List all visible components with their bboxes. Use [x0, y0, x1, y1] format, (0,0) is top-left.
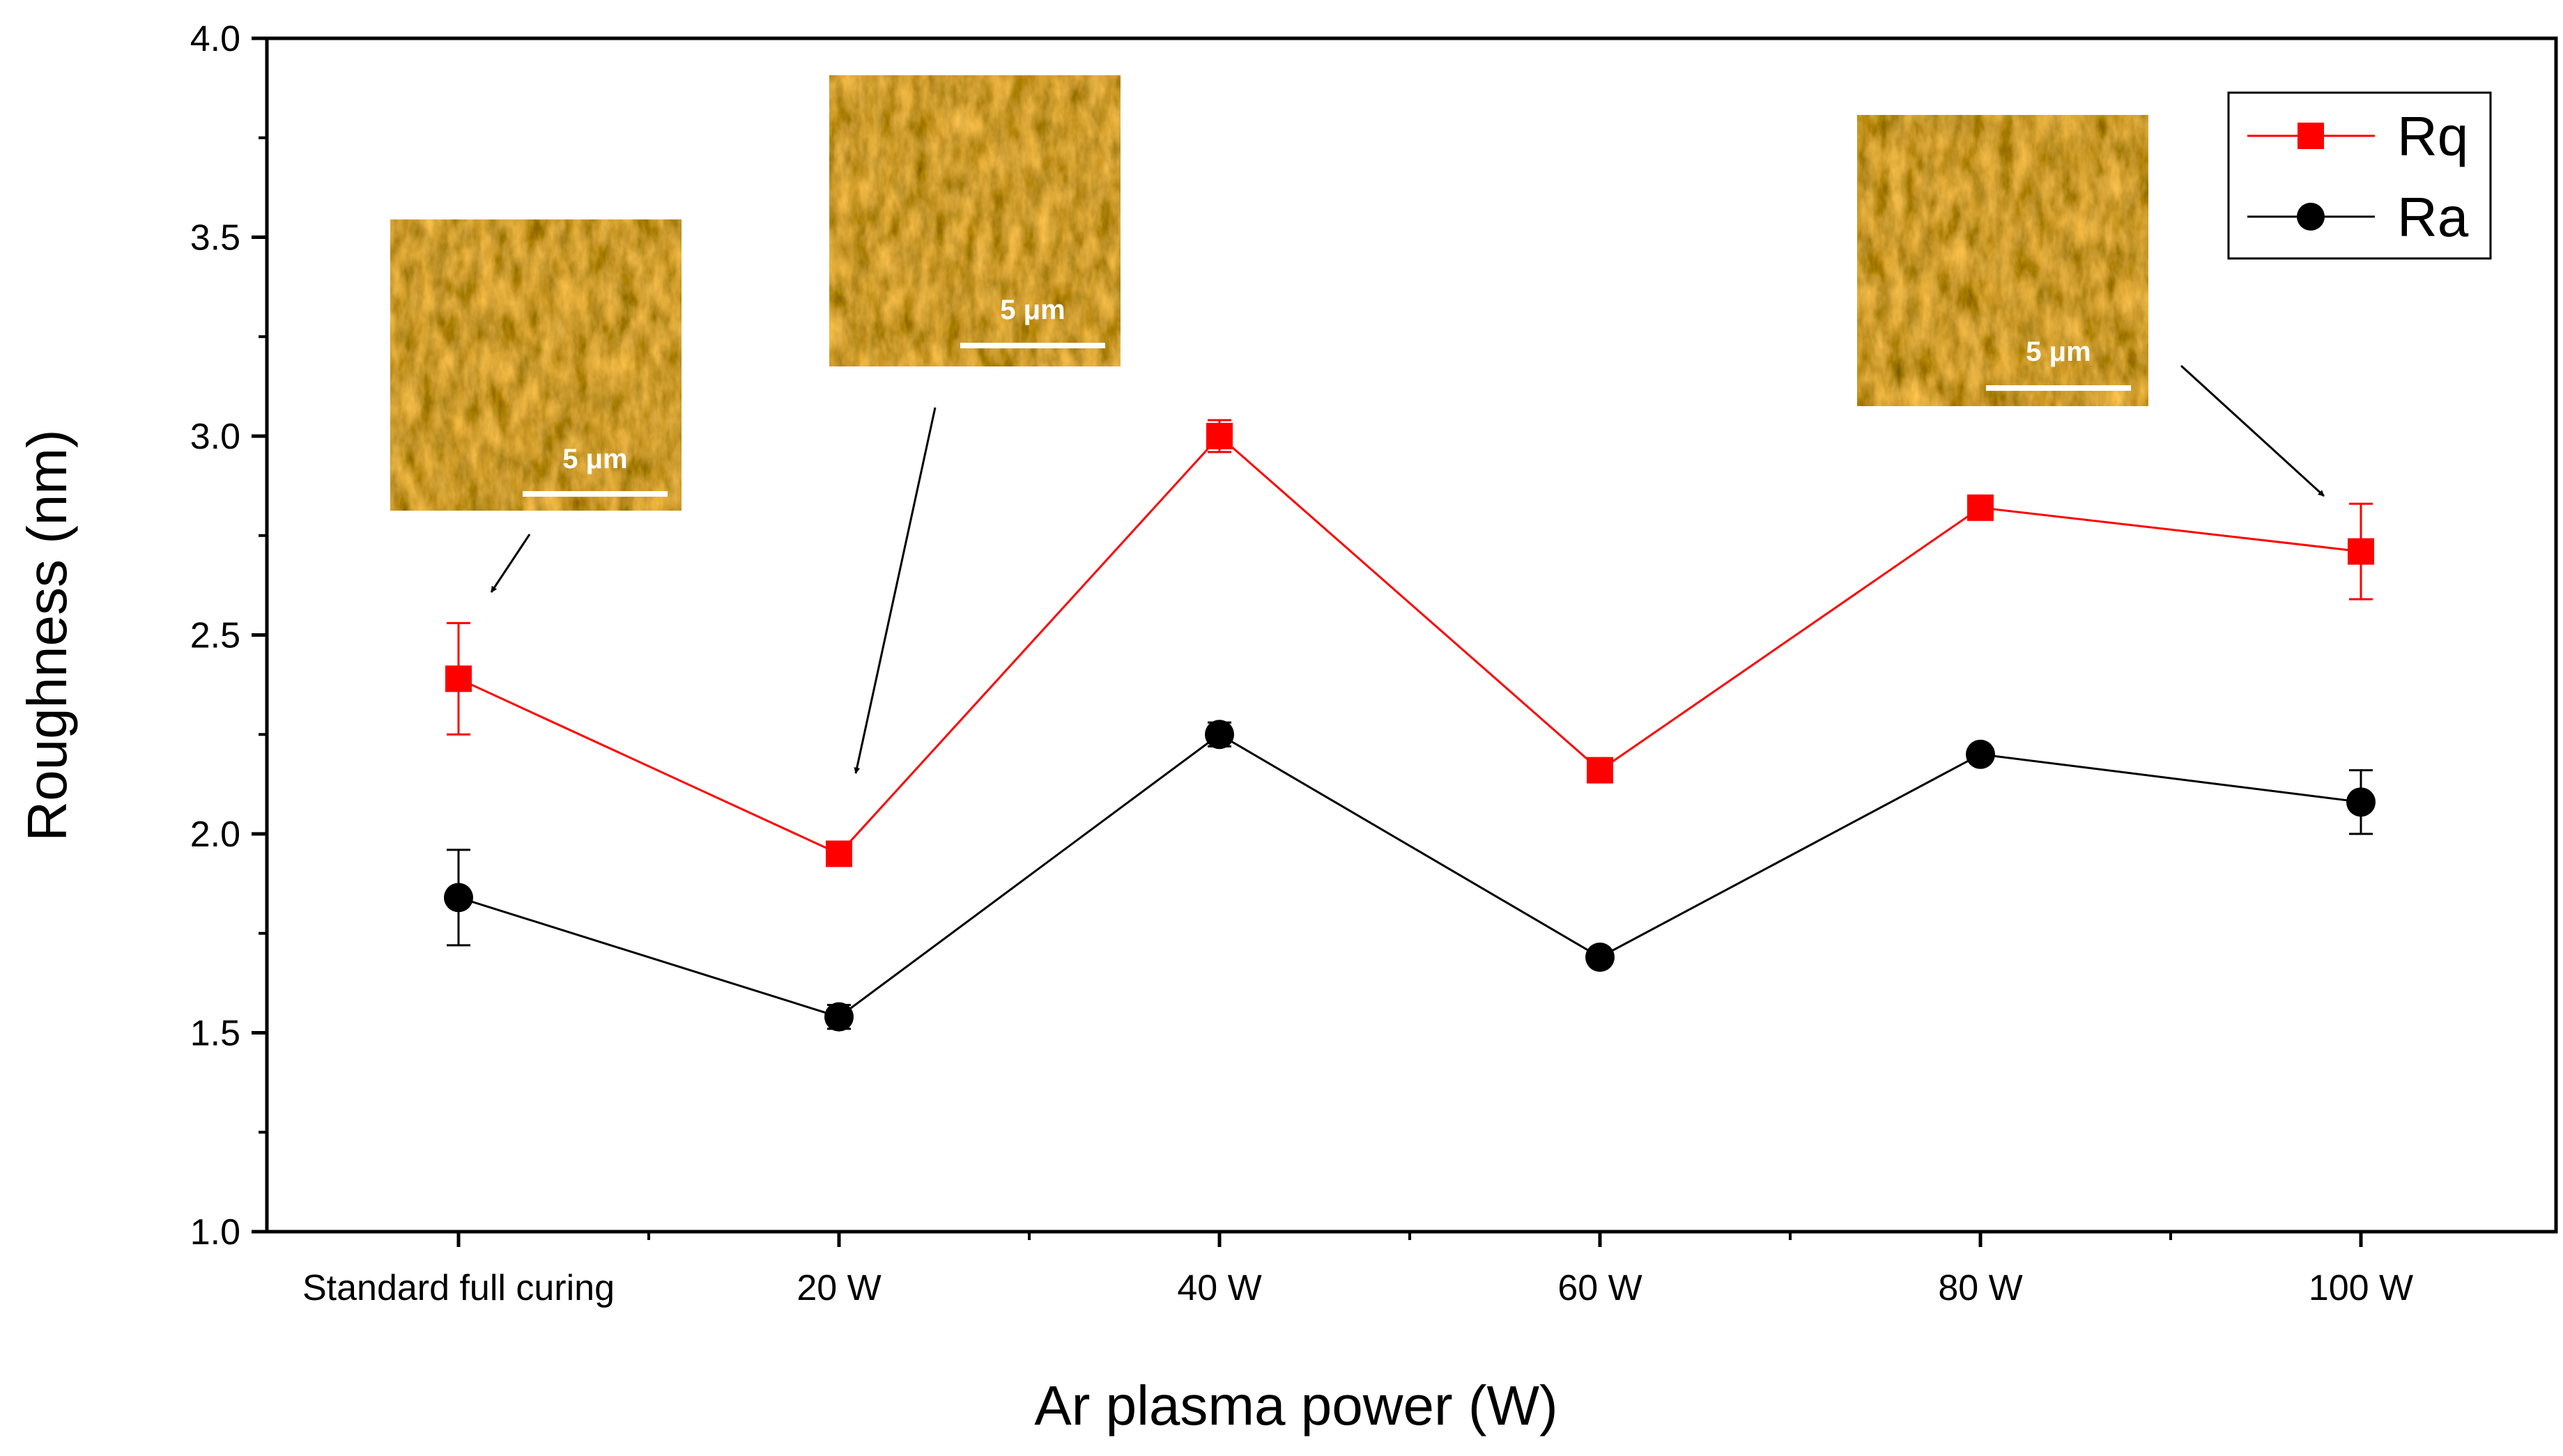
x-tick-label-5: 100 W	[2309, 1268, 2413, 1308]
x-axis-title: Ar plasma power (W)	[1034, 1374, 1557, 1436]
inset-arrow-3	[2180, 364, 2325, 497]
data-point-ra-4	[1966, 739, 1995, 769]
data-point-rq-0	[445, 665, 472, 692]
y-tick-label-3: 2.5	[190, 616, 240, 656]
x-tick-label-4: 80 W	[1938, 1268, 2022, 1308]
x-tick-label-2: 40 W	[1177, 1268, 1261, 1308]
legend-rq-marker	[2298, 123, 2324, 149]
legend-box	[2227, 91, 2492, 260]
y-tick-label-1: 1.5	[190, 1014, 240, 1054]
y-tick-label-5: 3.5	[190, 218, 240, 258]
x-axis: Standard full curing 20 W 40 W 60 W 80 W 100 …	[302, 1232, 2413, 1308]
inset-arrow-2	[854, 407, 937, 774]
legend: Rq Ra	[2227, 91, 2492, 260]
plot-frame	[265, 36, 2558, 1234]
x-tick-label-3: 60 W	[1557, 1268, 1642, 1308]
x-tick-label-1: 20 W	[796, 1268, 881, 1308]
series-ra	[444, 720, 2376, 1032]
series-line-rq	[458, 434, 2362, 855]
data-point-rq-4	[1967, 494, 1994, 521]
afm-inset-3: 5 μm	[1857, 115, 2148, 406]
scale-bar-1	[523, 491, 668, 497]
data-point-rq-3	[1587, 757, 1613, 784]
data-point-rq-5	[2348, 538, 2374, 565]
y-tick-label-2: 2.0	[190, 814, 240, 855]
scale-bar-3	[1986, 385, 2131, 391]
legend-rq-label: Rq	[2397, 105, 2468, 167]
legend-ra-label: Ra	[2397, 186, 2469, 248]
series-layer	[444, 419, 2376, 1032]
data-point-ra-2	[1205, 720, 1234, 750]
data-point-rq-1	[826, 840, 852, 867]
y-tick-label-4: 3.0	[190, 417, 240, 457]
data-point-rq-2	[1206, 423, 1233, 449]
series-line-ra	[458, 733, 2362, 1019]
scale-bar-label-1: 5 μm	[562, 444, 627, 474]
inset-arrow-1	[490, 534, 531, 593]
scale-bar-label-2: 5 μm	[1000, 295, 1065, 325]
y-tick-label-6: 4.0	[190, 19, 240, 59]
afm-inset-2: 5 μm	[829, 75, 1121, 366]
y-tick-label-0: 1.0	[190, 1212, 240, 1253]
scale-bar-2	[960, 343, 1105, 348]
legend-ra-marker	[2297, 203, 2325, 231]
x-tick-label-0: Standard full curing	[302, 1268, 615, 1308]
scale-bar-label-3: 5 μm	[2026, 336, 2091, 367]
data-point-ra-1	[824, 1002, 854, 1032]
y-axis-title: Roughness (nm)	[16, 429, 78, 841]
afm-inset-1: 5 μm	[390, 219, 682, 511]
data-point-ra-5	[2346, 787, 2376, 817]
data-point-ra-3	[1585, 943, 1615, 973]
series-rq	[445, 419, 2374, 867]
y-axis: 1.0 1.5 2.0 2.5 3.0 3.5 4.0	[190, 19, 267, 1253]
data-point-ra-0	[444, 883, 473, 913]
